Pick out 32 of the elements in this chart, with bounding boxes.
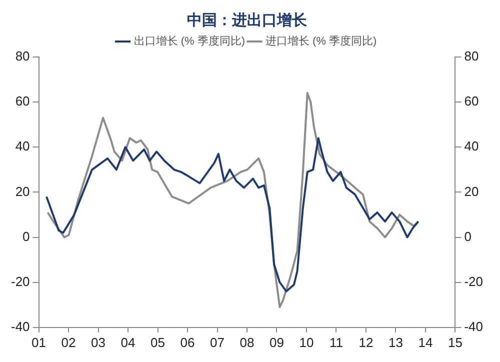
x-tick-label: 05 <box>150 334 165 350</box>
y2-tick-label: 80 <box>464 48 479 64</box>
legend-label: 进口增长 (% 季度同比) <box>266 34 377 48</box>
y2-tick-label: 20 <box>464 184 479 199</box>
chart-title: 中国：进出口增长 <box>187 12 308 30</box>
x-tick-label: 02 <box>61 334 76 350</box>
x-tick-label: 10 <box>299 334 314 350</box>
legend-label: 出口增长 (% 季度同比) <box>134 34 246 48</box>
y2-tick-label: 60 <box>464 94 479 109</box>
y-tick-label: 0 <box>22 228 30 244</box>
x-tick-label: 15 <box>448 334 462 350</box>
x-tick-label: 06 <box>180 334 195 350</box>
y2-tick-label: 0 <box>464 228 472 244</box>
x-tick-label: 12 <box>358 334 374 350</box>
x-tick-label: 14 <box>418 334 433 350</box>
x-tick-label: 08 <box>240 334 254 350</box>
y2-tick-label: -20 <box>464 274 484 289</box>
x-tick-label: 11 <box>329 334 343 350</box>
y-tick-label: 60 <box>15 94 30 109</box>
x-tick-label: 04 <box>120 334 136 350</box>
y-tick-label: 80 <box>15 48 30 64</box>
y-tick-label: 40 <box>15 138 30 154</box>
x-tick-label: 07 <box>210 334 224 350</box>
y2-tick-label: 40 <box>464 138 479 154</box>
x-tick-label: 09 <box>270 334 284 350</box>
y-tick-label: -20 <box>10 274 30 289</box>
x-tick-label: 03 <box>91 334 106 350</box>
x-tick-label: 01 <box>32 334 46 350</box>
y-tick-label: -40 <box>10 318 30 334</box>
y-tick-label: 20 <box>15 184 30 199</box>
y2-tick-label: -40 <box>464 318 484 334</box>
x-tick-label: 13 <box>388 334 403 350</box>
